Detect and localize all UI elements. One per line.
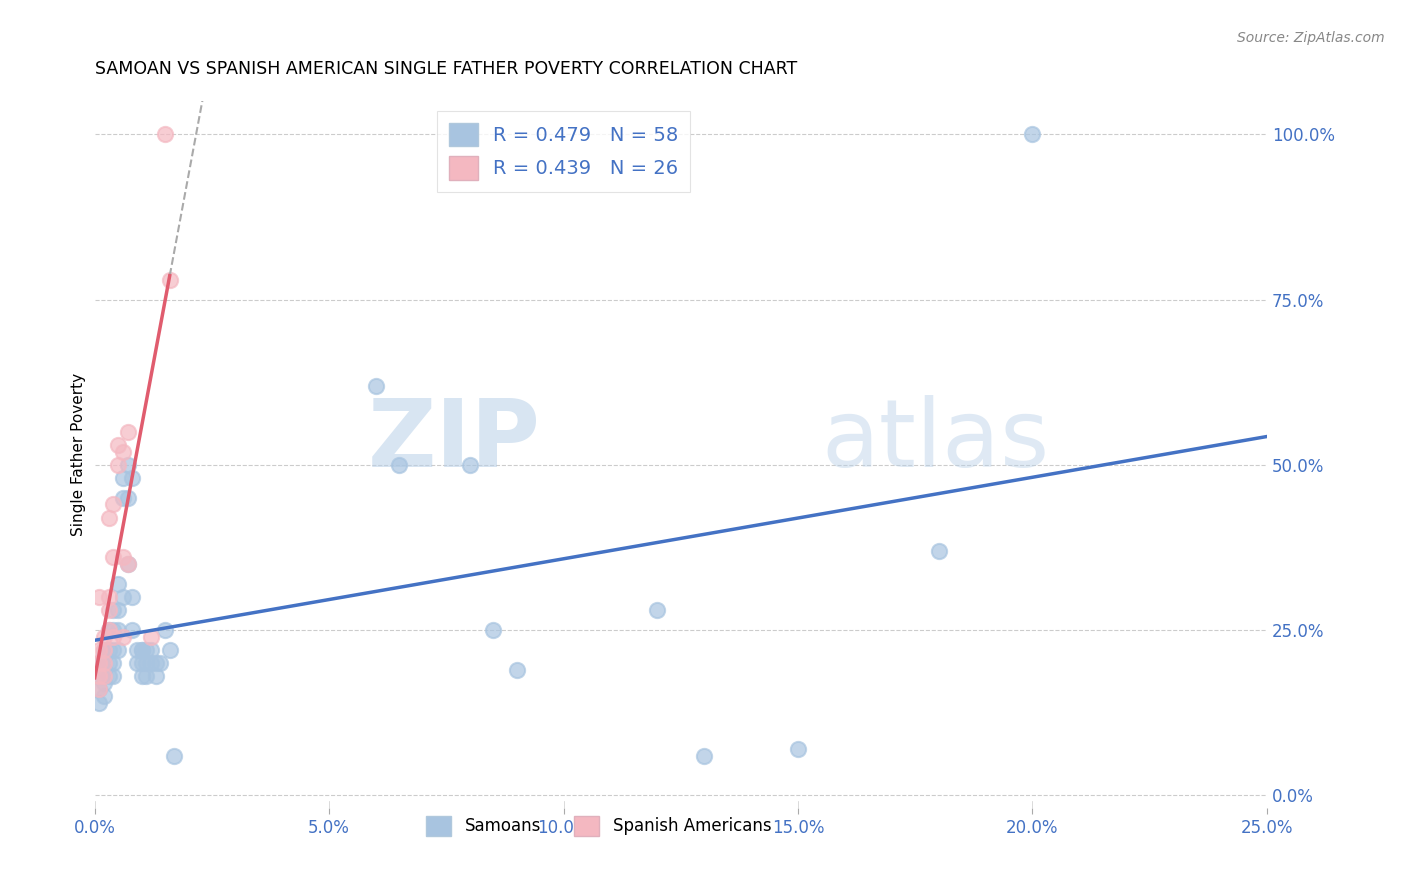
Point — [693, 748, 716, 763]
Point — [107, 603, 129, 617]
Point — [93, 676, 115, 690]
Point — [103, 656, 125, 670]
Point — [97, 590, 120, 604]
Point — [482, 623, 505, 637]
Point — [125, 643, 148, 657]
Text: SAMOAN VS SPANISH AMERICAN SINGLE FATHER POVERTY CORRELATION CHART: SAMOAN VS SPANISH AMERICAN SINGLE FATHER… — [94, 60, 797, 78]
Point — [117, 557, 139, 571]
Point — [121, 590, 143, 604]
Point — [89, 669, 111, 683]
Point — [135, 643, 157, 657]
Point — [103, 603, 125, 617]
Point — [89, 656, 111, 670]
Point — [121, 471, 143, 485]
Point — [131, 643, 153, 657]
Point — [97, 643, 120, 657]
Point — [787, 742, 810, 756]
Point — [163, 748, 186, 763]
Point — [139, 630, 162, 644]
Point — [103, 498, 125, 512]
Point — [89, 696, 111, 710]
Point — [135, 656, 157, 670]
Point — [117, 557, 139, 571]
Point — [928, 543, 950, 558]
Point — [131, 643, 153, 657]
Point — [111, 471, 134, 485]
Text: Source: ZipAtlas.com: Source: ZipAtlas.com — [1237, 31, 1385, 45]
Point — [103, 643, 125, 657]
Point — [153, 623, 176, 637]
Point — [159, 643, 181, 657]
Point — [107, 576, 129, 591]
Point — [111, 444, 134, 458]
Point — [97, 623, 120, 637]
Point — [647, 603, 669, 617]
Point — [97, 623, 120, 637]
Legend: Samoans, Spanish Americans: Samoans, Spanish Americans — [419, 809, 778, 843]
Point — [364, 378, 387, 392]
Point — [1021, 128, 1043, 142]
Point — [93, 649, 115, 664]
Point — [93, 630, 115, 644]
Text: ZIP: ZIP — [367, 395, 540, 487]
Point — [97, 603, 120, 617]
Point — [103, 550, 125, 565]
Point — [89, 590, 111, 604]
Text: atlas: atlas — [821, 395, 1050, 487]
Y-axis label: Single Father Poverty: Single Father Poverty — [72, 374, 86, 536]
Point — [117, 458, 139, 472]
Point — [111, 590, 134, 604]
Point — [107, 438, 129, 452]
Point — [388, 458, 411, 472]
Point — [159, 273, 181, 287]
Point — [93, 656, 115, 670]
Point — [145, 656, 167, 670]
Point — [117, 491, 139, 505]
Point — [131, 669, 153, 683]
Point — [97, 669, 120, 683]
Point — [505, 663, 527, 677]
Point — [93, 669, 115, 683]
Point — [107, 643, 129, 657]
Point — [458, 458, 481, 472]
Point — [89, 643, 111, 657]
Point — [107, 623, 129, 637]
Point — [93, 689, 115, 703]
Point — [93, 663, 115, 677]
Point — [97, 510, 120, 524]
Point — [135, 669, 157, 683]
Point — [103, 630, 125, 644]
Point — [111, 550, 134, 565]
Point — [93, 643, 115, 657]
Point — [117, 425, 139, 439]
Point — [145, 669, 167, 683]
Point — [107, 458, 129, 472]
Point — [89, 682, 111, 697]
Point — [149, 656, 172, 670]
Point — [103, 669, 125, 683]
Point — [103, 623, 125, 637]
Point — [93, 643, 115, 657]
Point — [111, 491, 134, 505]
Point — [111, 630, 134, 644]
Point — [139, 643, 162, 657]
Point — [153, 128, 176, 142]
Point — [97, 656, 120, 670]
Point — [121, 623, 143, 637]
Point — [131, 656, 153, 670]
Point — [125, 656, 148, 670]
Point — [89, 682, 111, 697]
Point — [89, 669, 111, 683]
Point — [89, 656, 111, 670]
Point — [139, 656, 162, 670]
